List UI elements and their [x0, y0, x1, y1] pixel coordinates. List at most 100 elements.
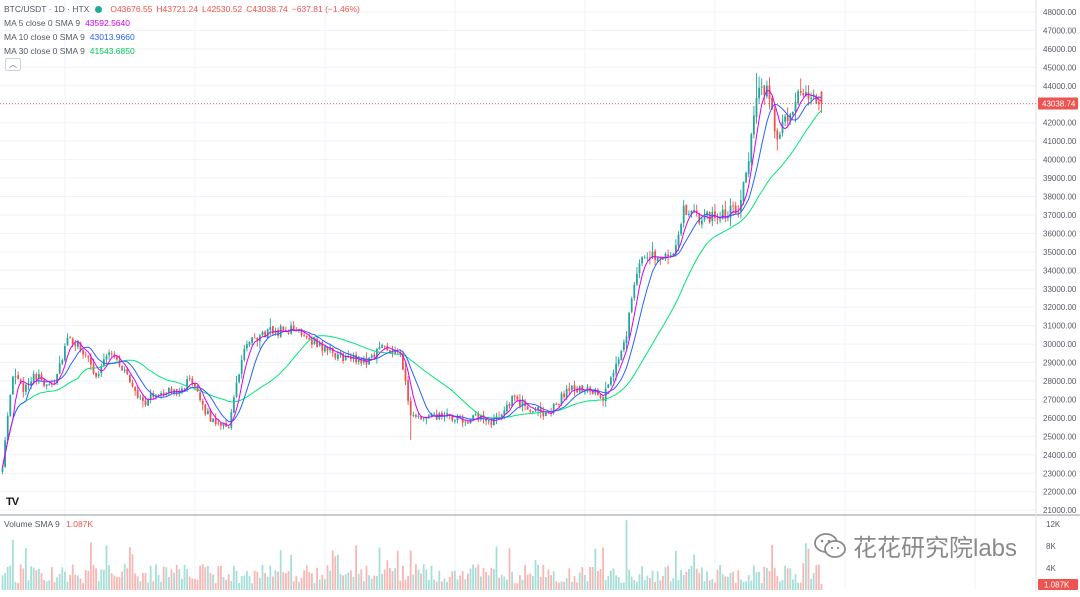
volume-bar [251, 583, 253, 590]
volume-bar [797, 582, 799, 590]
candle-body [308, 337, 311, 340]
symbol-title[interactable]: BTC/USDT · 1D · HTX [4, 4, 90, 14]
volume-bar [394, 568, 396, 590]
candle-body [347, 356, 350, 358]
volume-bar [685, 571, 688, 590]
volume-bar [204, 567, 207, 590]
candle-body [342, 353, 344, 362]
collapse-legend-button[interactable]: ︿ [5, 58, 21, 71]
candle-body [623, 342, 625, 350]
price-tick-label: 28000.00 [1043, 377, 1077, 386]
volume-bar [316, 567, 318, 590]
candle-body [768, 85, 771, 99]
volume-bar [373, 575, 376, 590]
volume-bar [90, 542, 92, 590]
volume-bar [118, 576, 121, 590]
candle-body [677, 234, 680, 246]
volume-bar [633, 580, 636, 590]
price-tick-label: 21000.00 [1043, 506, 1077, 515]
volume-bar [188, 576, 191, 590]
volume-bar [139, 581, 142, 590]
candle-body [56, 374, 58, 383]
candle-body [680, 224, 682, 234]
candle-body [612, 373, 615, 377]
candle-body [391, 351, 394, 354]
candle-body [17, 375, 19, 379]
indicator-ma10[interactable]: MA 10 close 0 SMA 9 43013.9660 [4, 30, 364, 44]
candle-body [118, 360, 121, 366]
candle-body [477, 413, 480, 420]
volume-bar [77, 575, 79, 590]
volume-bar [786, 568, 789, 590]
volume-bar [602, 547, 604, 590]
volume-legend[interactable]: Volume SMA 9 1.087K [4, 519, 93, 529]
volume-bar [591, 567, 594, 590]
candle-body [461, 418, 464, 423]
volume-bar [542, 564, 545, 590]
candle-body [90, 357, 92, 365]
volume-bar [259, 577, 261, 590]
volume-bar [539, 576, 542, 590]
price-tick-label: 36000.00 [1043, 229, 1077, 238]
indicator-ma5[interactable]: MA 5 close 0 SMA 9 43592.5640 [4, 16, 364, 30]
candle-body [126, 368, 129, 375]
candle-body [633, 284, 636, 299]
candle-body [188, 378, 191, 379]
candle-body [35, 374, 38, 380]
candle-body [386, 346, 389, 351]
volume-bar [183, 564, 186, 590]
volume-bar [331, 550, 334, 590]
candle-body [472, 415, 474, 419]
candle-body [199, 392, 201, 400]
price-axis[interactable]: 48000.00 47000.00 46000.00 45000.00 44000.00… [1038, 8, 1078, 590]
candle-body [818, 102, 820, 105]
volume-bar [51, 567, 53, 590]
candle-body [303, 334, 305, 336]
volume-bar [558, 582, 560, 590]
indicator-ma30[interactable]: MA 30 close 0 SMA 9 41543.6850 [4, 44, 364, 58]
volume-bar [589, 566, 591, 590]
volume-bar [724, 576, 727, 590]
candle-body [807, 92, 810, 100]
candle-body [771, 97, 773, 110]
candle-body [646, 257, 649, 259]
candle-body [451, 414, 454, 421]
volume-bar [636, 581, 638, 590]
volume-bar [490, 567, 493, 590]
volume-bar [48, 580, 51, 590]
volume-bar [415, 564, 417, 590]
candle-body [747, 161, 750, 174]
volume-bar [435, 581, 438, 590]
candle-body [266, 329, 269, 339]
volume-bar [485, 571, 487, 590]
volume-bar [459, 575, 461, 590]
candle-body [737, 212, 740, 214]
volume-bar [282, 571, 285, 590]
candle-body [326, 346, 329, 351]
tradingview-logo[interactable]: TV [6, 496, 19, 508]
candle-body [123, 369, 126, 372]
volume-bar [506, 579, 508, 590]
candle-body [537, 406, 539, 410]
candle-body [9, 394, 12, 417]
candle-body [433, 413, 435, 415]
candle-body [810, 97, 812, 100]
price-tick-label: 37000.00 [1043, 211, 1077, 220]
volume-bar [755, 572, 758, 590]
candle-body [667, 254, 669, 257]
volume-bar [753, 565, 755, 590]
candle-body [552, 403, 555, 413]
candle-body [149, 393, 152, 399]
volume-bar [438, 570, 441, 590]
candle-body [360, 358, 363, 364]
candle-body [708, 212, 711, 223]
candle-body [591, 390, 594, 395]
price-tick-label: 30000.00 [1043, 340, 1077, 349]
candle-body [227, 427, 230, 428]
volume-bar [763, 566, 766, 590]
volume-bar [27, 580, 30, 590]
volume-bar [794, 574, 797, 590]
volume-bar [477, 564, 480, 590]
